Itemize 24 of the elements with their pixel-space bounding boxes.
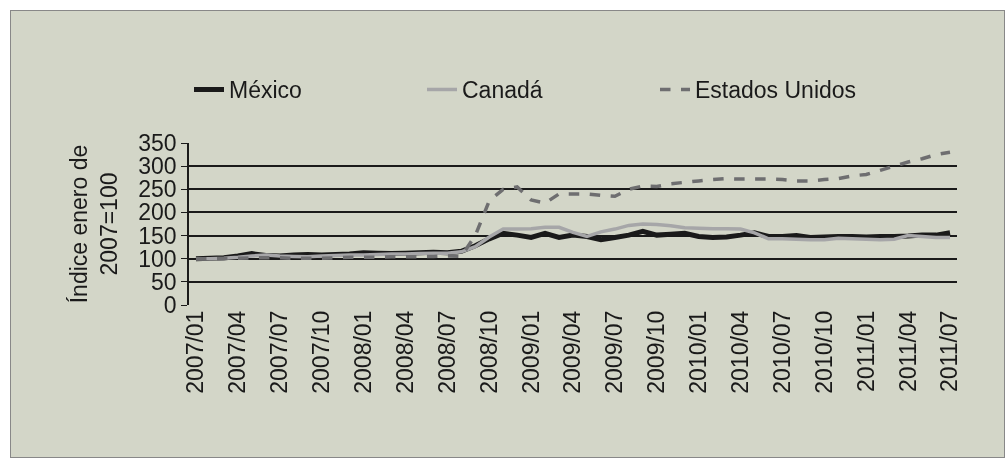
x-tick-label: 2008/10 (475, 310, 502, 394)
x-tick-label: 2007/07 (266, 310, 293, 394)
x-tick-label: 2009/04 (559, 310, 586, 394)
x-tick-label: 2007/01 (182, 310, 209, 394)
y-axis-title: Índice enero de 2007=100 (66, 144, 123, 304)
x-tick-label: 2009/07 (601, 310, 628, 394)
legend-label: México (229, 77, 302, 104)
x-tick-label: 2010/04 (727, 310, 754, 394)
legend-label: Estados Unidos (695, 77, 857, 104)
x-tick-label: 2009/10 (643, 310, 670, 394)
x-tick-label: 2010/10 (810, 310, 837, 394)
x-tick-label: 2011/04 (894, 310, 921, 393)
legend-label: Canadá (462, 77, 543, 104)
x-tick-label: 2007/04 (224, 310, 251, 394)
x-tick-label: 2008/07 (433, 310, 460, 394)
x-tick-label: 2008/04 (391, 310, 418, 394)
x-tick-label: 2011/01 (852, 310, 879, 393)
y-tick-label: 0 (163, 292, 177, 319)
x-tick-label: 2010/01 (685, 310, 712, 394)
x-tick-label: 2008/01 (350, 310, 377, 394)
x-tick-label: 2011/07 (936, 310, 963, 393)
x-tick-label: 2010/07 (768, 310, 795, 394)
x-tick-label: 2007/10 (308, 310, 335, 394)
x-tick-label: 2009/01 (517, 310, 544, 394)
